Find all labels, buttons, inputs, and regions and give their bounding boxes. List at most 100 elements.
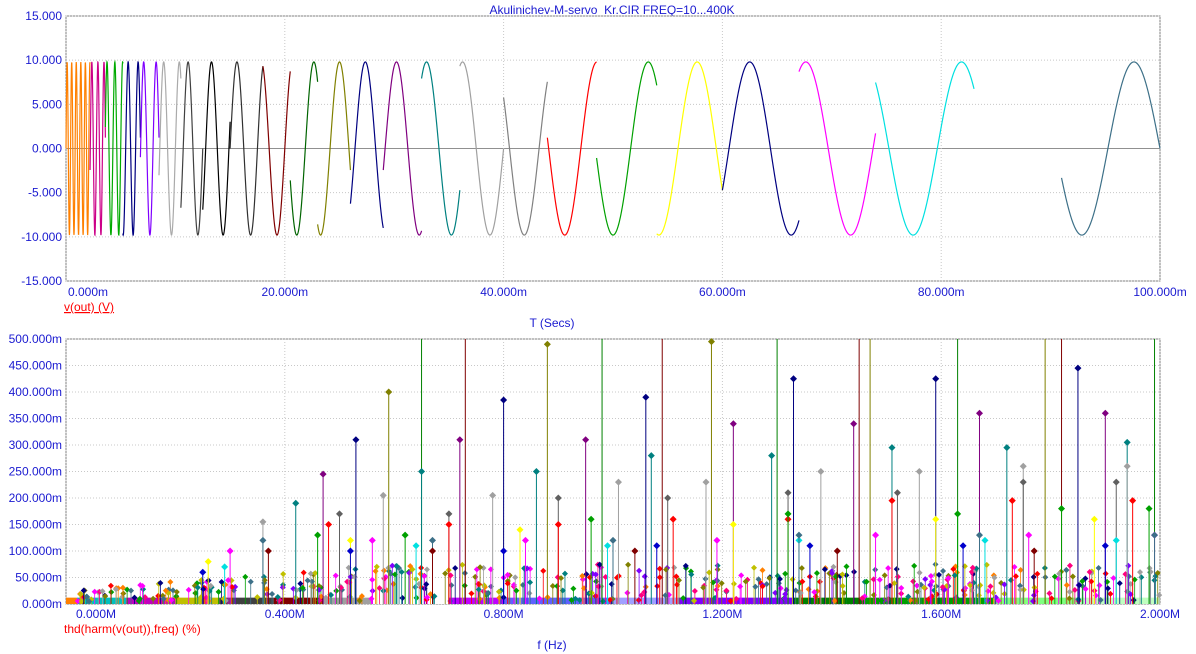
harmonic-marker [647, 452, 655, 460]
noise-marker [459, 561, 466, 568]
noise-marker [910, 578, 917, 585]
harmonic-marker [587, 515, 595, 523]
sine-trace-segment [420, 61, 461, 236]
noise-marker [513, 587, 520, 594]
noise-marker [625, 561, 632, 568]
noise-marker [173, 593, 180, 600]
top-x-tick-label: 60.000m [699, 285, 746, 299]
harmonic-marker [850, 420, 858, 428]
top-traces [65, 59, 1161, 237]
noise-marker [737, 583, 744, 590]
harmonic-marker [768, 452, 776, 460]
harmonic-marker [418, 468, 426, 475]
noise-marker [1017, 582, 1024, 589]
noise-marker [160, 595, 167, 602]
harmonic-marker [336, 510, 343, 518]
bottom-y-tick-label: 250.000m [9, 465, 62, 479]
noise-marker [673, 573, 680, 580]
noise-marker [1127, 591, 1134, 598]
noise-marker [1056, 570, 1063, 577]
noise-marker [481, 582, 488, 589]
noise-marker [579, 572, 586, 579]
harmonic-marker [500, 396, 508, 404]
harmonic-marker [795, 531, 803, 539]
noise-marker [763, 581, 770, 588]
noise-marker [423, 566, 430, 573]
top-plot-area[interactable]: 15.000 10.000 5.000 0.000 -5.000 -10.000 -15.0… [21, 9, 1186, 299]
noise-marker [912, 597, 919, 604]
harmonic-marker [664, 494, 672, 502]
noise-marker [706, 569, 713, 576]
noise-marker [1096, 582, 1103, 589]
noise-marker [1030, 574, 1037, 581]
harmonic-marker [932, 515, 940, 523]
harmonic-marker [582, 436, 590, 444]
noise-marker [991, 574, 998, 581]
noise-marker [592, 571, 599, 578]
sine-trace-segment [158, 61, 182, 236]
noise-marker [167, 579, 174, 586]
harmonic-marker [959, 542, 967, 550]
noise-marker [600, 598, 607, 605]
sine-trace-segment [202, 61, 231, 236]
noise-marker [624, 589, 631, 596]
top-y-axis-label[interactable]: v(out) (V) [64, 300, 114, 314]
harmonic-marker [401, 531, 409, 539]
bottom-y-axis-label[interactable]: thd(harm(v(out)),freq) (%) [64, 622, 201, 636]
noise-marker [766, 575, 773, 582]
harmonic-marker [713, 536, 721, 544]
noise-marker [356, 597, 363, 604]
sine-trace-segment [139, 61, 160, 236]
bottom-x-tick-label: 0.000M [76, 607, 116, 621]
noise-marker [977, 582, 984, 589]
harmonic-marker [888, 444, 896, 452]
noise-marker [207, 582, 214, 589]
harmonic-marker [325, 521, 333, 528]
noise-marker [828, 570, 835, 577]
harmonic-marker [975, 409, 983, 417]
noise-marker [242, 573, 249, 580]
harmonic-marker [1019, 462, 1027, 470]
top-grid [65, 15, 1161, 282]
noise-marker [157, 579, 164, 586]
plot-title: Akulinichev-M-servo_Kr.CIR FREQ=10...400… [489, 3, 734, 17]
noise-marker [1063, 566, 1070, 573]
noise-marker [297, 580, 304, 587]
harmonic-marker [888, 497, 896, 505]
harmonic-marker [915, 468, 923, 475]
noise-marker [536, 595, 543, 602]
bottom-y-tick-label: 400.000m [9, 385, 62, 399]
harmonic-marker [1123, 438, 1131, 446]
noise-marker [839, 571, 846, 578]
noise-marker [423, 581, 430, 588]
noise-marker [782, 570, 789, 577]
noise-marker [675, 577, 682, 584]
harmonic-marker [642, 393, 650, 401]
noise-marker [442, 570, 449, 577]
top-x-axis-label: T (Secs) [529, 316, 574, 330]
noise-marker [656, 565, 663, 572]
noise-marker [504, 571, 511, 578]
bottom-plot-area[interactable]: 500.000m 450.000m 400.000m 350.000m 300.000m… [9, 332, 1180, 621]
harmonic-marker [1019, 478, 1027, 486]
harmonic-marker [319, 470, 327, 478]
noise-marker [1066, 588, 1073, 595]
bottom-y-tick-label: 300.000m [9, 438, 62, 452]
bottom-y-tick-label: 500.000m [9, 332, 62, 346]
bottom-x-tick-label: 0.800M [484, 607, 524, 621]
noise-marker [194, 584, 201, 591]
noise-marker [406, 569, 413, 576]
noise-marker [304, 577, 311, 584]
noise-marker [691, 597, 698, 604]
noise-marker [1017, 567, 1024, 574]
noise-marker [1066, 595, 1073, 602]
noise-marker [504, 580, 511, 587]
noise-marker [636, 567, 643, 574]
noise-marker [893, 566, 900, 573]
noise-marker [168, 597, 175, 604]
harmonic-marker [729, 521, 737, 528]
noise-marker [811, 589, 818, 596]
noise-marker [878, 597, 885, 604]
sine-trace-segment [65, 61, 91, 236]
harmonic-marker [1101, 409, 1109, 417]
